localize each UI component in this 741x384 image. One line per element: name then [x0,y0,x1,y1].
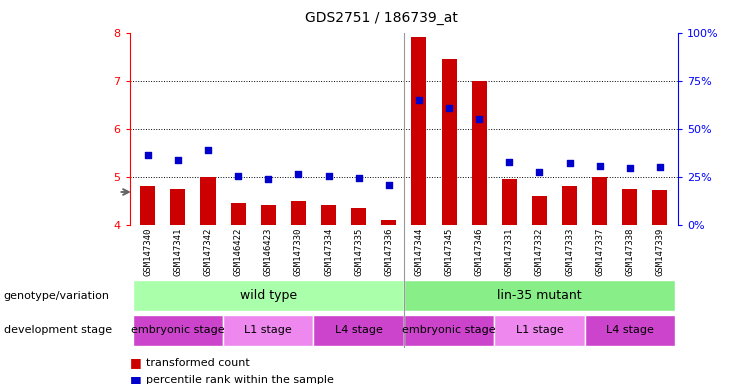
Point [443,106,455,112]
Bar [562,186,577,225]
Point [322,173,334,179]
Text: GSM147335: GSM147335 [354,227,363,276]
Text: GSM147332: GSM147332 [535,227,544,276]
Point [624,165,636,171]
Point [353,175,365,181]
Text: GSM147338: GSM147338 [625,227,634,276]
Bar [585,315,675,346]
Point [262,176,274,182]
Bar [532,196,547,225]
Text: GSM147341: GSM147341 [173,227,182,276]
Point [564,160,576,166]
Text: GSM147344: GSM147344 [414,227,423,276]
Point [142,152,153,158]
Text: GSM147346: GSM147346 [475,227,484,276]
Text: GSM147342: GSM147342 [204,227,213,276]
Bar [133,280,404,311]
Text: L1 stage: L1 stage [245,325,292,335]
Bar [652,190,668,225]
Text: wild type: wild type [239,289,297,302]
Bar [140,186,156,225]
Bar [291,201,306,225]
Bar [494,315,585,346]
Text: genotype/variation: genotype/variation [4,291,110,301]
Text: embryonic stage: embryonic stage [131,325,225,335]
Text: GSM147340: GSM147340 [143,227,152,276]
Text: L1 stage: L1 stage [516,325,563,335]
Point [202,147,214,153]
Bar [411,38,426,225]
Text: GSM147336: GSM147336 [385,227,393,276]
Text: GSM147333: GSM147333 [565,227,574,276]
Point [503,159,515,166]
Text: GSM147330: GSM147330 [294,227,303,276]
Text: GSM147337: GSM147337 [595,227,604,276]
Text: ■: ■ [130,374,142,384]
Point [293,171,305,177]
Text: GSM147334: GSM147334 [324,227,333,276]
Bar [261,205,276,225]
Bar [170,189,185,225]
Text: L4 stage: L4 stage [606,325,654,335]
Point [534,169,545,175]
Point [654,164,666,170]
Point [413,97,425,103]
Text: GSM146423: GSM146423 [264,227,273,276]
Bar [201,177,216,225]
Point [383,182,395,189]
Text: GDS2751 / 186739_at: GDS2751 / 186739_at [305,11,458,25]
Bar [230,203,246,225]
Text: lin-35 mutant: lin-35 mutant [497,289,582,302]
Point [232,173,244,179]
Bar [442,59,456,225]
Bar [313,315,404,346]
Point [172,157,184,163]
Bar [622,189,637,225]
Text: embryonic stage: embryonic stage [402,325,496,335]
Bar [471,81,487,225]
Text: GSM147339: GSM147339 [656,227,665,276]
Bar [404,315,494,346]
Bar [592,177,607,225]
Text: ■: ■ [130,356,142,369]
Text: development stage: development stage [4,325,112,335]
Bar [404,280,675,311]
Point [473,116,485,122]
Bar [351,208,366,225]
Point [594,163,605,169]
Text: GSM147345: GSM147345 [445,227,453,276]
Text: L4 stage: L4 stage [335,325,382,335]
Bar [321,205,336,225]
Bar [502,179,516,225]
Text: transformed count: transformed count [146,358,250,368]
Text: GSM147331: GSM147331 [505,227,514,276]
Bar [223,315,313,346]
Bar [382,220,396,225]
Text: percentile rank within the sample: percentile rank within the sample [146,375,334,384]
Bar [133,315,223,346]
Text: GSM146422: GSM146422 [233,227,242,276]
